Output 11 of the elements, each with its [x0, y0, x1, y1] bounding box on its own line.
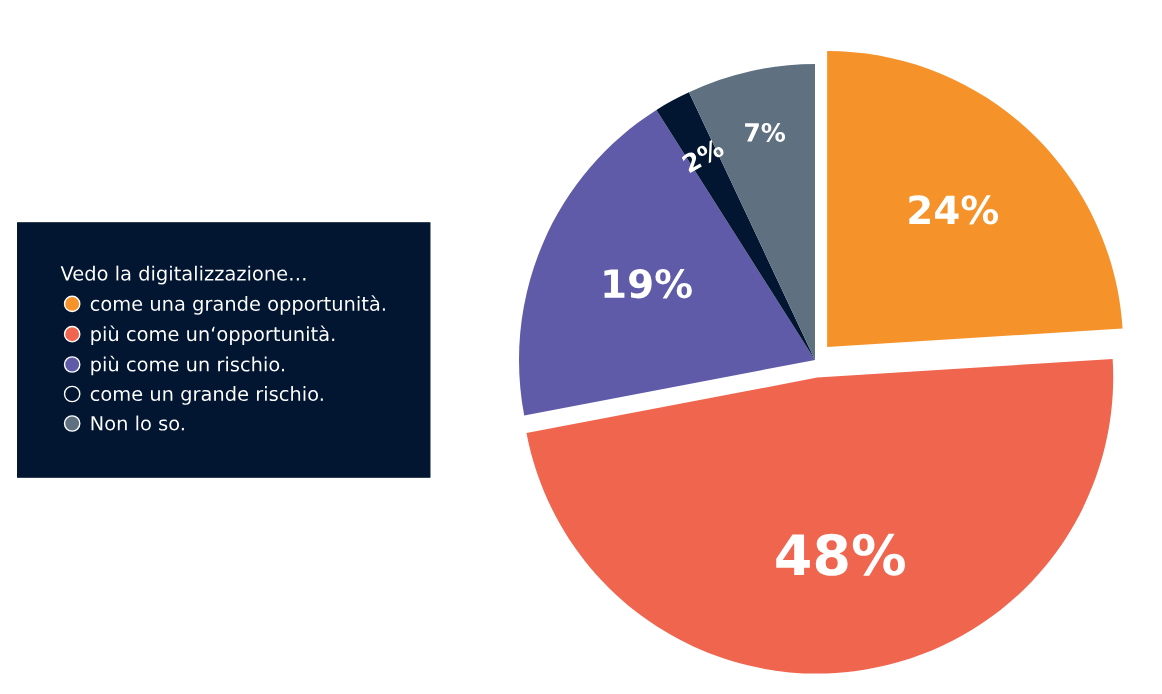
- data-label: 7%: [745, 123, 786, 142]
- legend-title: Vedo la digitalizzazione…: [60, 265, 306, 285]
- data-label: 2%: [681, 137, 726, 174]
- legend-label: Non lo so.: [91, 415, 184, 431]
- data-label: 48%: [776, 533, 905, 576]
- legend-label: più come un‘opportunità.: [91, 325, 335, 346]
- legend-label: come un grande rischio.: [90, 386, 323, 405]
- data-label: 19%: [604, 268, 692, 299]
- legend-label: come una grande opportunità.: [90, 295, 385, 315]
- legend-label: più come un rischio.: [91, 355, 284, 376]
- data-label: 24%: [909, 195, 999, 225]
